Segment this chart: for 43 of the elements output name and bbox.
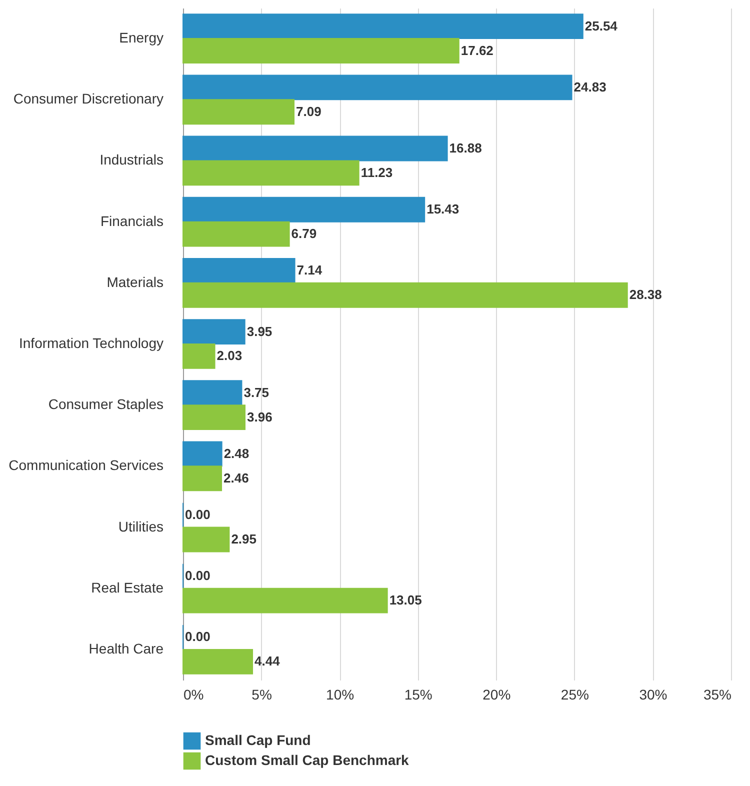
data-label: 6.79 [291,226,317,242]
x-tick-label: 15% [404,686,432,702]
data-label: 7.09 [296,104,322,119]
y-tick-label: Industrials [100,152,164,168]
data-label: 17.62 [460,42,494,58]
x-tick-label: 5% [252,686,272,702]
data-label: 0.00 [185,629,210,644]
y-tick-label: Financials [100,212,164,229]
data-label: 24.83 [574,79,606,94]
y-tick-label: Health Care [88,640,164,656]
data-label: 11.23 [360,164,393,180]
data-label: 0.00 [185,568,210,584]
y-tick-label: Utilities [118,518,164,534]
x-tick-label: 35% [703,686,732,702]
data-label: 2.46 [224,470,249,486]
x-tick-label: 20% [482,686,511,702]
data-label: 2.48 [224,446,250,461]
data-label: 2.03 [216,348,242,364]
data-label: 7.14 [296,262,323,278]
legend-label: Custom Small Cap Benchmark [205,752,410,768]
y-tick-label: Information Technology [19,335,164,351]
data-label: 4.44 [254,654,281,669]
data-label: 13.05 [389,592,422,608]
y-tick-label: Consumer Staples [48,396,164,412]
data-label: 25.54 [584,18,618,34]
y-tick-label: Communication Services [8,457,164,474]
data-label: 3.95 [246,324,272,339]
data-label: 3.96 [247,409,272,424]
y-tick-label: Real Estate [91,579,164,596]
data-label: 28.38 [629,287,662,302]
data-label: 0.00 [185,507,210,522]
data-label: 3.75 [244,384,270,400]
data-label: 2.95 [231,531,256,546]
y-tick-label: Energy [119,30,164,46]
x-tick-label: 30% [639,686,668,702]
data-label: 16.88 [449,140,482,156]
x-tick-label: 25% [560,686,589,702]
y-tick-label: Consumer Discretionary [13,90,164,107]
data-label: 15.43 [426,202,460,217]
x-tick-label: 0% [184,686,204,702]
x-tick-label: 10% [326,686,354,702]
legend-label: Small Cap Fund [205,732,311,748]
y-tick-label: Materials [106,274,164,290]
